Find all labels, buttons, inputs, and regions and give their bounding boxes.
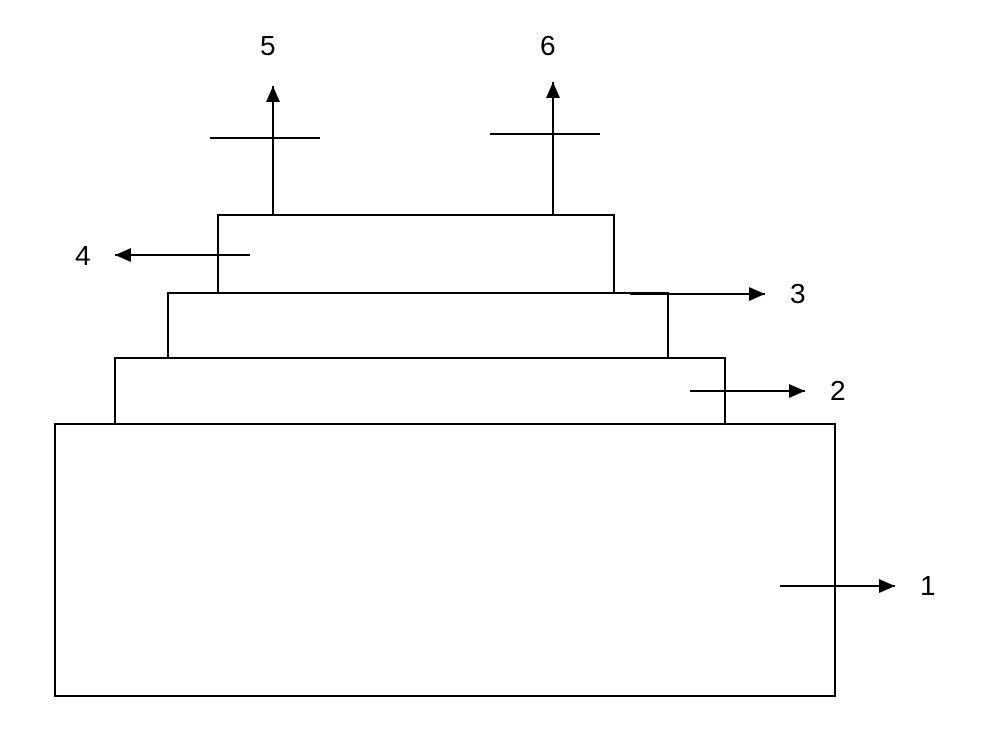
diagram-svg xyxy=(0,0,1000,731)
label-1: 1 xyxy=(920,570,936,602)
label-3: 3 xyxy=(790,278,806,310)
label-4: 4 xyxy=(75,240,91,272)
label-6: 6 xyxy=(540,30,556,62)
label-5: 5 xyxy=(260,30,276,62)
layer-diagram: 1 2 3 4 5 6 xyxy=(0,0,1000,731)
label-2: 2 xyxy=(830,375,846,407)
